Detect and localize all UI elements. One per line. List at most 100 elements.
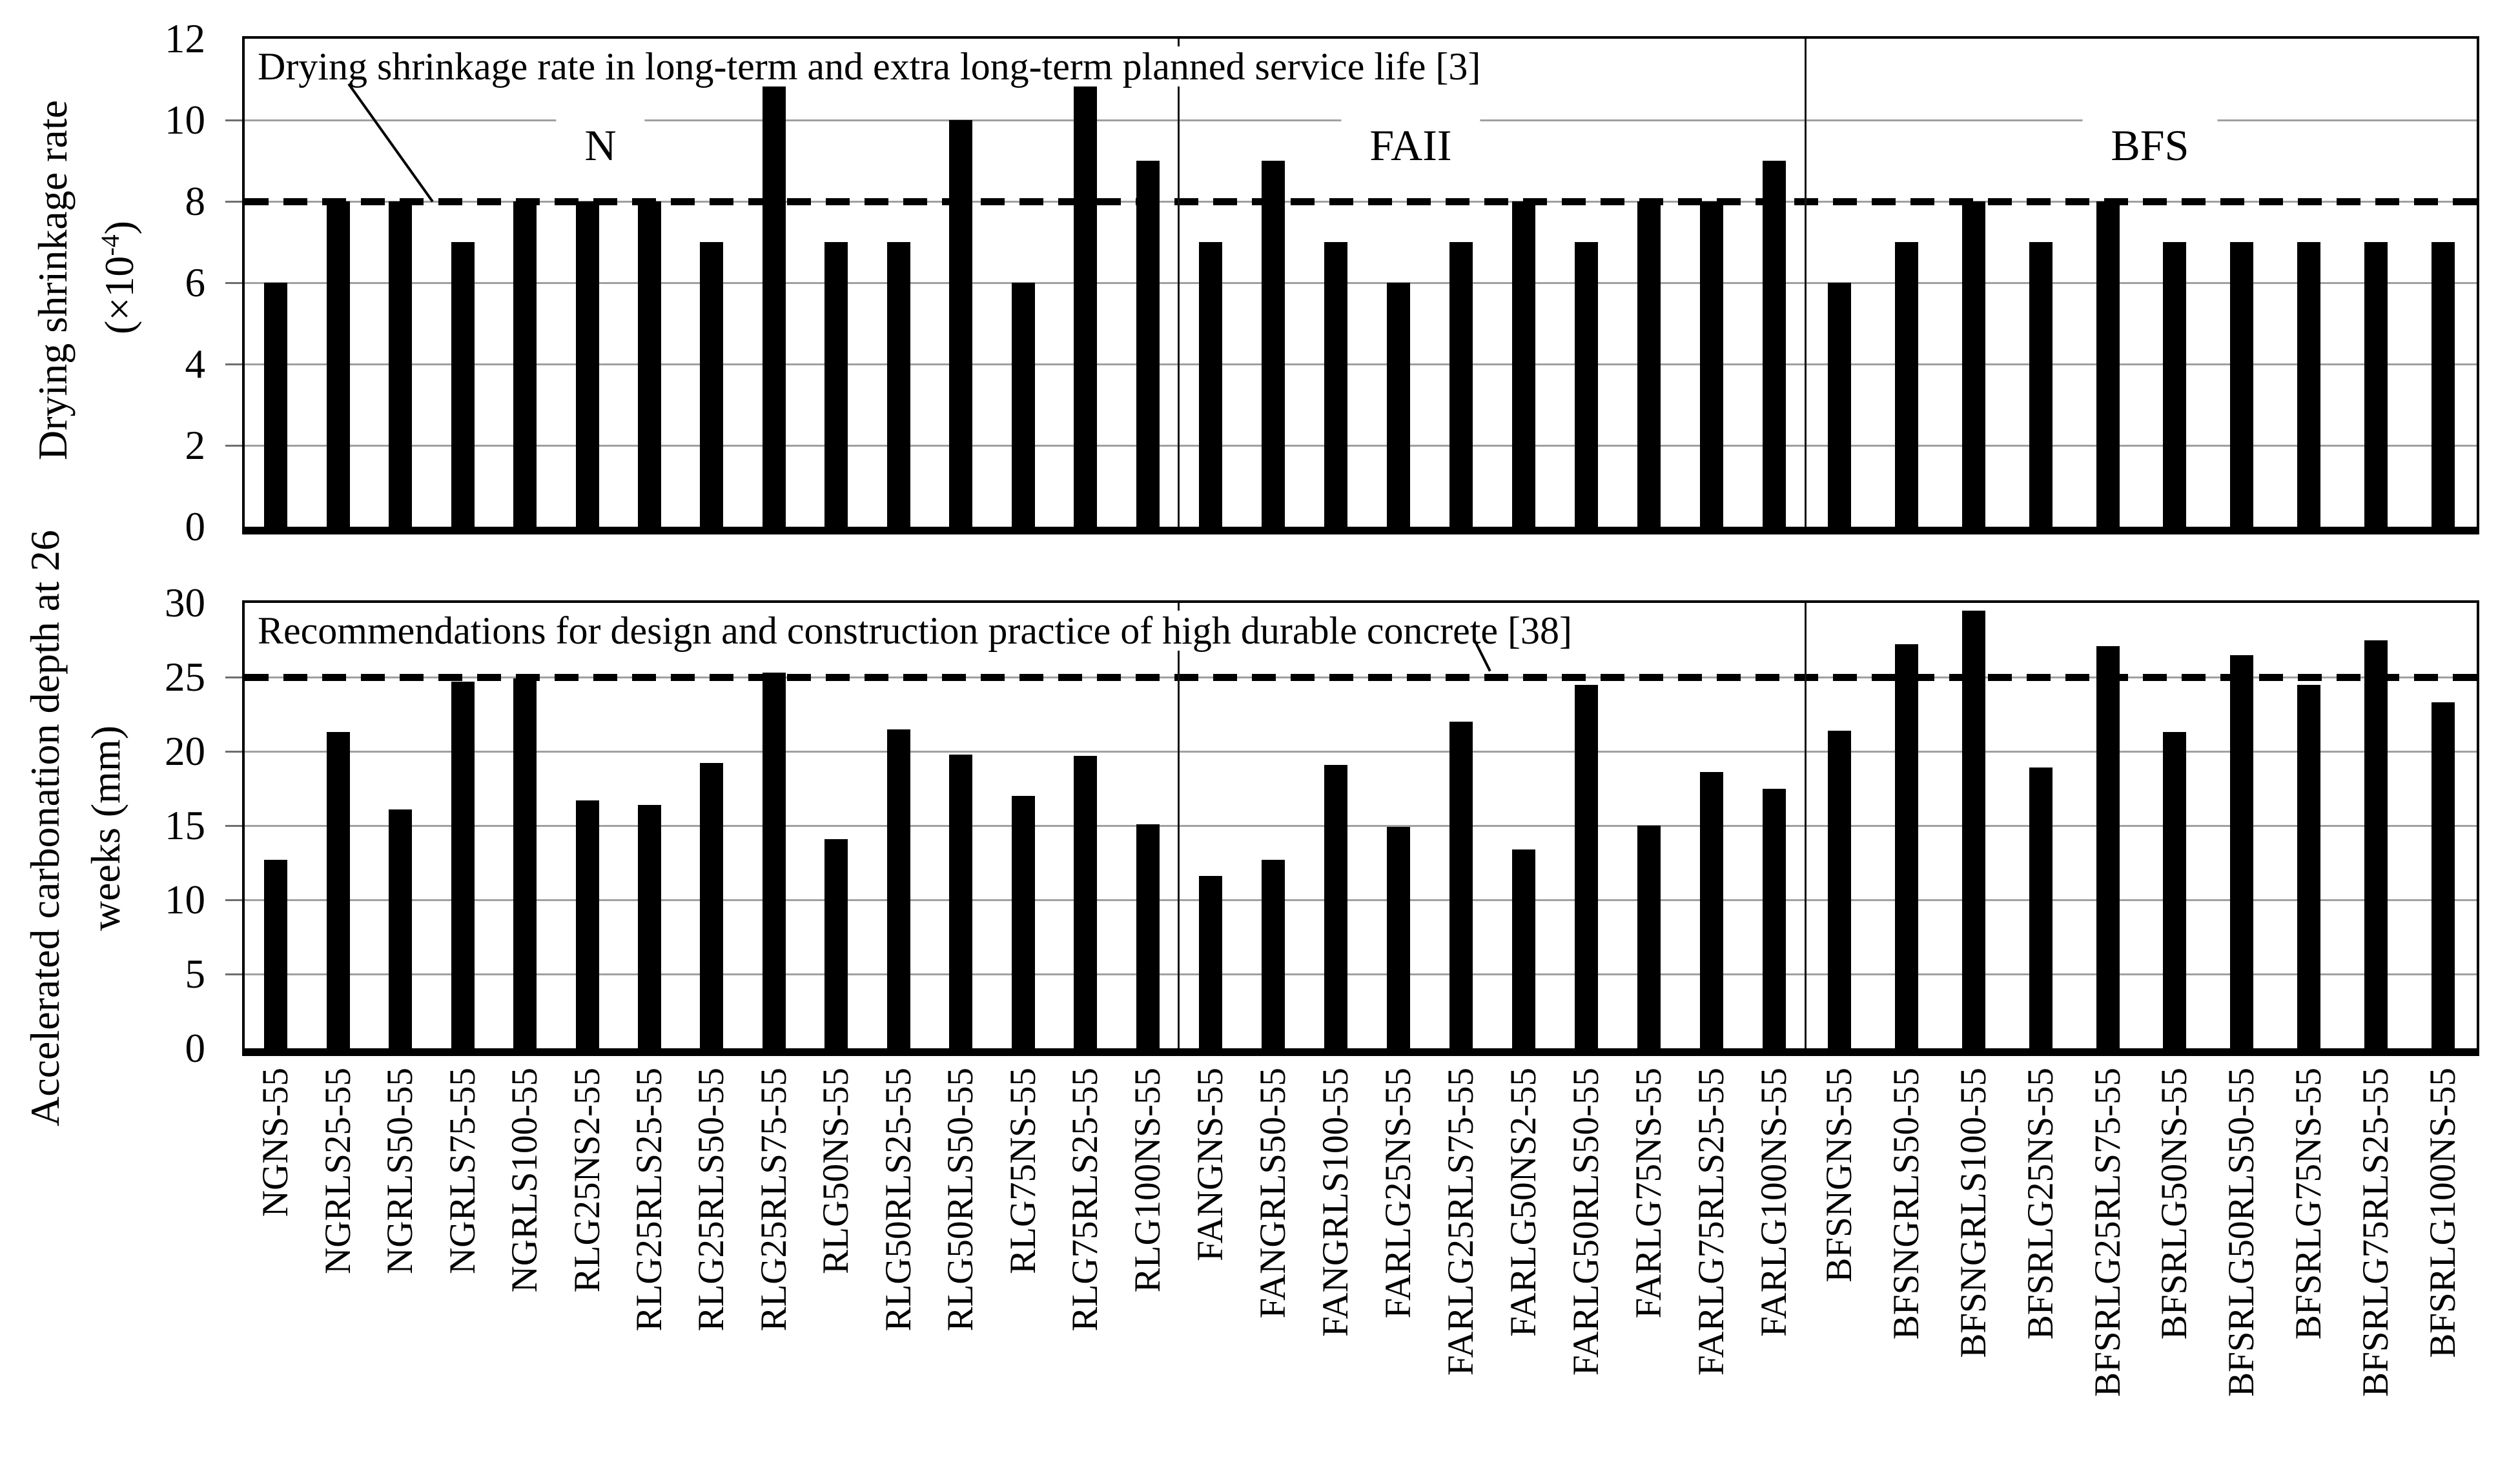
bottom-annotation: Recommendations for design and construct… [254, 611, 1576, 651]
bar [2230, 655, 2254, 1048]
bar [264, 283, 288, 527]
x-tick-label: RLG25NS2-55 [566, 1068, 608, 1293]
gridline [245, 899, 2477, 901]
reference-dashed-line [245, 198, 2477, 205]
bar [700, 242, 724, 527]
axis-tick-mark [225, 444, 242, 447]
bar [1575, 684, 1599, 1048]
x-tick-label: NGRLS100-55 [504, 1068, 546, 1293]
bar [264, 859, 288, 1048]
bar [824, 242, 848, 527]
x-tick-label: BFSRLG75RLS25-55 [2355, 1068, 2397, 1397]
x-tick-label: BFSNGNS-55 [1818, 1068, 1859, 1283]
x-tick-label: FARLG25RLS75-55 [1440, 1068, 1481, 1376]
x-tick-label: RLG50RLS50-55 [940, 1068, 981, 1332]
bar [2431, 242, 2455, 527]
bar [513, 678, 537, 1048]
axis-tick-mark [225, 363, 242, 365]
bar [451, 681, 475, 1048]
bar [1763, 161, 1786, 527]
bar [2029, 767, 2053, 1048]
bar [1198, 242, 1222, 527]
bar [638, 804, 662, 1048]
axis-tick-mark [225, 676, 242, 678]
x-tick-label: FARLG50NS2-55 [1503, 1068, 1544, 1337]
y-tick-label: 10 [165, 97, 205, 143]
bar [638, 201, 662, 527]
x-tick-label: NGRLS25-55 [317, 1068, 358, 1274]
bar [1637, 201, 1661, 527]
y-tick-label: 8 [185, 179, 206, 224]
axis-tick-mark [225, 899, 242, 901]
y-tick-label: 4 [185, 341, 206, 387]
group-divider [1805, 39, 1807, 527]
bar [1261, 161, 1285, 527]
bar [1386, 283, 1410, 527]
gridline [245, 973, 2477, 975]
top-plot-area: Drying shrinkage rate in long-term and e… [242, 36, 2479, 534]
bar [949, 754, 973, 1048]
bar [575, 201, 599, 527]
bar [2364, 242, 2388, 527]
x-tick-label: RLG50NS-55 [815, 1068, 857, 1274]
bar [389, 201, 413, 527]
bar [575, 800, 599, 1048]
x-tick-label: BFSNGRLS100-55 [1952, 1068, 1994, 1358]
bar [886, 729, 910, 1048]
axis-tick-mark [225, 824, 242, 827]
x-tick-label: RLG25RLS75-55 [753, 1068, 794, 1332]
top-annotation: Drying shrinkage rate in long-term and e… [254, 46, 1485, 86]
bar [1074, 79, 1098, 527]
x-tick-label: FARLG50RLS50-55 [1566, 1068, 1607, 1376]
bar [2029, 242, 2053, 527]
x-tick-label: RLG25RLS25-55 [629, 1068, 670, 1332]
bar [949, 120, 973, 527]
bar [1324, 764, 1347, 1048]
axis-tick-mark [225, 281, 242, 284]
bar [2364, 640, 2388, 1048]
gridline [245, 750, 2477, 753]
gridline [245, 363, 2477, 365]
bar [1136, 161, 1160, 527]
x-tick-label: NGNS-55 [255, 1068, 296, 1217]
bar [1763, 788, 1786, 1048]
bar [1261, 859, 1285, 1048]
bar [1961, 610, 1985, 1048]
bar [1894, 242, 1918, 527]
bottom-plot-area: Recommendations for design and construct… [242, 600, 2479, 1056]
bar [1827, 283, 1851, 527]
bar [886, 242, 910, 527]
group-label: FAII [1341, 112, 1480, 179]
bar [762, 673, 786, 1048]
reference-dashed-line [245, 673, 2477, 681]
bar [1827, 730, 1851, 1048]
bar [1637, 826, 1661, 1048]
gridline [245, 824, 2477, 827]
y-tick-label: 5 [185, 951, 206, 997]
axis-tick-mark [225, 200, 242, 203]
y-tick-label: 30 [165, 580, 205, 625]
y-tick-label: 2 [185, 423, 206, 468]
y-tick-label: 25 [165, 655, 205, 700]
x-tick-label: FARLG100NS-55 [1754, 1068, 1795, 1337]
axis-tick-mark [225, 973, 242, 975]
x-tick-label: NGRLS50-55 [380, 1068, 421, 1274]
bar [1386, 827, 1410, 1048]
bar [1198, 876, 1222, 1048]
x-tick-label: RLG75NS-55 [1002, 1068, 1043, 1274]
x-tick-label: BFSRLG50RLS50-55 [2221, 1068, 2262, 1397]
x-tick-label: BFSRLG75NS-55 [2288, 1068, 2329, 1340]
y-tick-label: 12 [165, 16, 205, 61]
x-tick-label: RLG100NS-55 [1127, 1068, 1168, 1293]
bar [2297, 684, 2321, 1048]
x-tick-label: FARLG75RLS25-55 [1691, 1068, 1732, 1376]
group-divider [1805, 603, 1807, 1048]
x-tick-label: FANGRLS100-55 [1315, 1068, 1356, 1337]
y-tick-label: 0 [185, 504, 206, 549]
x-tick-label: BFSRLG100NS-55 [2422, 1068, 2464, 1358]
bar [2431, 702, 2455, 1048]
axis-tick-mark [225, 119, 242, 121]
x-tick-label: RLG50RLS25-55 [877, 1068, 919, 1332]
y-tick-label: 20 [165, 729, 205, 774]
